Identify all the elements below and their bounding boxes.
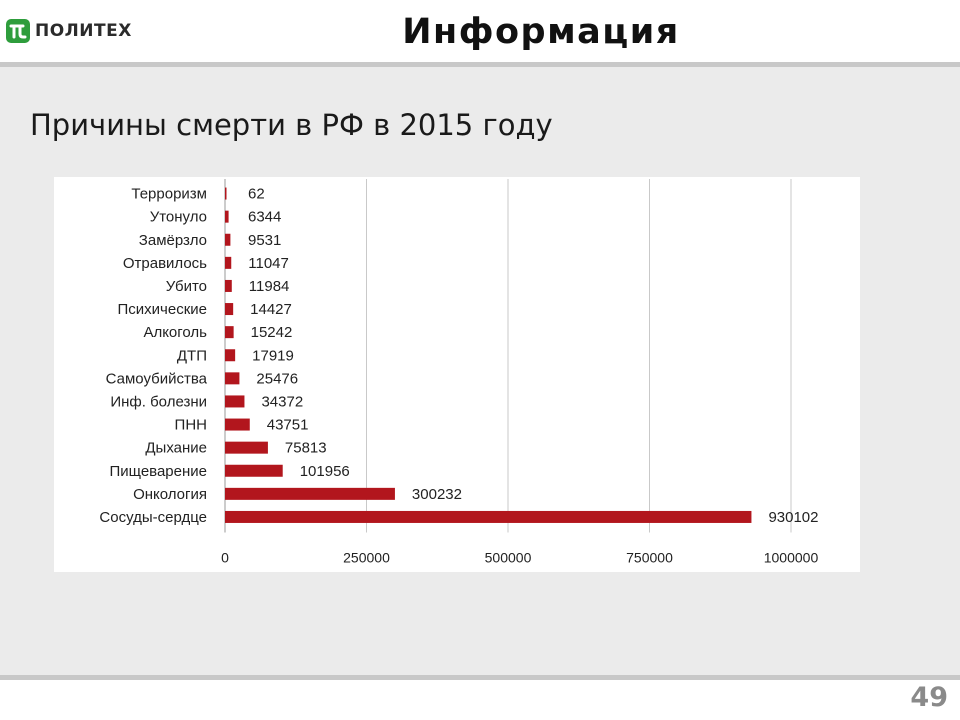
category-label: Сосуды-сердце — [99, 509, 207, 526]
category-label: Терроризм — [131, 186, 207, 203]
logo: ПОЛИТЕХ — [6, 18, 132, 44]
category-label: Психические — [118, 301, 207, 318]
header-divider — [0, 62, 960, 67]
bar — [225, 464, 283, 477]
x-tick-label: 1000000 — [764, 550, 819, 566]
category-label: Онкология — [133, 486, 207, 503]
logo-text: ПОЛИТЕХ — [35, 21, 132, 41]
category-label: Замёрзло — [139, 232, 207, 249]
bar — [225, 187, 227, 200]
bar — [225, 326, 234, 339]
slide-header: ПОЛИТЕХ Информация — [0, 0, 960, 62]
slide-subtitle: Причины смерти в РФ в 2015 году — [30, 108, 553, 142]
data-label: 11047 — [248, 255, 289, 272]
bar — [225, 210, 229, 223]
bar-chart: 0 250000 500000 750000 1000000 Терроризм 62 Уто… — [54, 177, 860, 572]
bar — [225, 256, 232, 269]
category-label: Алкоголь — [143, 324, 207, 341]
bar — [225, 418, 250, 431]
data-label: 62 — [248, 186, 265, 203]
data-label: 17919 — [252, 347, 294, 364]
bar — [225, 487, 395, 500]
category-label: Самоубийства — [106, 370, 208, 387]
bar — [225, 510, 752, 523]
bar — [225, 372, 240, 385]
data-label: 34372 — [261, 393, 303, 410]
data-label: 11984 — [249, 278, 290, 295]
data-label: 43751 — [267, 417, 309, 434]
data-label: 15242 — [251, 324, 293, 341]
category-label: ПНН — [175, 417, 207, 434]
bar — [225, 441, 268, 454]
data-label: 6344 — [248, 209, 281, 226]
category-label: Инф. болезни — [110, 393, 207, 410]
page-number: 49 — [910, 682, 948, 713]
data-label: 75813 — [285, 440, 327, 457]
bar — [225, 303, 234, 316]
category-label: Отравилось — [123, 255, 207, 272]
x-tick-label: 750000 — [626, 550, 673, 566]
data-label: 101956 — [300, 463, 350, 480]
category-label: Дыхание — [145, 440, 207, 457]
politech-logo-icon — [6, 19, 30, 43]
data-label: 25476 — [256, 370, 298, 387]
data-label: 14427 — [250, 301, 292, 318]
data-label: 930102 — [768, 509, 818, 526]
category-label: Пищеварение — [109, 463, 207, 480]
x-tick-label: 0 — [221, 550, 229, 566]
category-label: ДТП — [177, 347, 207, 364]
x-tick-label: 250000 — [343, 550, 390, 566]
bar — [225, 233, 231, 246]
footer-divider — [0, 675, 960, 680]
category-label: Убито — [166, 278, 207, 295]
chart-canvas: 0 250000 500000 750000 1000000 Терроризм 62 Уто… — [99, 179, 819, 566]
x-tick-label: 500000 — [485, 550, 532, 566]
bar — [225, 279, 232, 292]
bar — [225, 395, 245, 408]
category-label: Утонуло — [150, 209, 207, 226]
data-label: 300232 — [412, 486, 462, 503]
data-label: 9531 — [248, 232, 281, 249]
bar — [225, 349, 236, 362]
slide-title: Информация — [402, 12, 680, 52]
